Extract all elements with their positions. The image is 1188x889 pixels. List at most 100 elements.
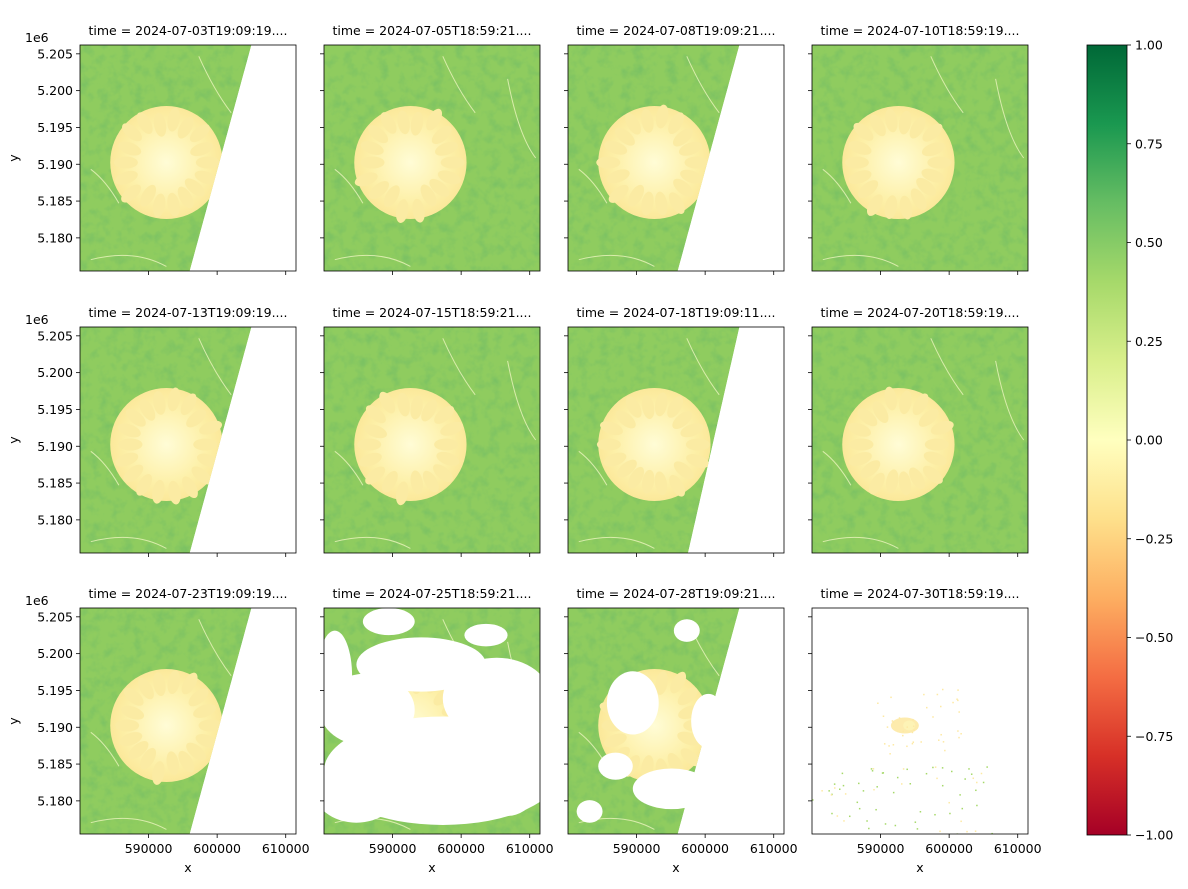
- colorbar-tick-label: 0.50: [1135, 235, 1163, 250]
- y-tick-label: 5.185: [37, 194, 73, 209]
- y-tick-label: 5.190: [37, 439, 73, 454]
- x-tick-label: 600000: [681, 841, 729, 856]
- colorbar-tick-label: 0.75: [1135, 136, 1163, 151]
- colorbar-tick-label: −1.00: [1135, 828, 1173, 843]
- y-tick-label: 5.180: [37, 512, 73, 527]
- panel-title: time = 2024-07-08T19:09:21....: [577, 23, 776, 38]
- summit-area: [842, 386, 955, 502]
- panel-title: time = 2024-07-20T18:59:19....: [821, 305, 1020, 320]
- panel: time = 2024-07-20T18:59:19....: [808, 305, 1029, 557]
- axes-frame: [811, 607, 1029, 835]
- colorbar-tick-label: 0.00: [1135, 433, 1163, 448]
- summit-area: [354, 665, 467, 786]
- summit-area: [598, 669, 711, 783]
- panel: time = 2024-07-15T18:59:21....: [320, 305, 541, 557]
- y-tick-label: 5.185: [37, 476, 73, 491]
- panel: time = 2024-07-28T19:09:21.... 590000 6000…: [564, 586, 798, 875]
- x-tick-label: 610000: [506, 841, 554, 856]
- panel: time = 2024-07-05T18:59:21....: [320, 23, 541, 275]
- x-tick-label: 600000: [925, 841, 973, 856]
- axes-frame: [79, 326, 297, 554]
- panel: time = 2024-07-30T18:59:19.... 590000 6000…: [808, 586, 1042, 875]
- axes-frame: [79, 44, 297, 272]
- y-tick-label: 5.180: [37, 793, 73, 808]
- panel: time = 2024-07-13T19:09:19.... 5.180 5.185…: [6, 305, 297, 557]
- summit-area: [596, 104, 711, 220]
- summit-area: [110, 669, 223, 785]
- y-tick-label: 5.185: [37, 757, 73, 772]
- panel-title: time = 2024-07-18T19:09:11....: [577, 305, 776, 320]
- y-tick-label: 5.200: [37, 365, 73, 380]
- panel-image: [812, 688, 993, 834]
- x-tick-label: 590000: [369, 841, 417, 856]
- x-tick-label: 600000: [193, 841, 241, 856]
- y-tick-label: 5.195: [37, 120, 73, 135]
- panel-image: [812, 327, 1028, 553]
- y-axis-label: y: [6, 436, 21, 444]
- y-tick-label: 5.190: [37, 157, 73, 172]
- y-tick-label: 5.205: [37, 609, 73, 624]
- panel-image: [80, 608, 252, 834]
- panel-image: [324, 608, 540, 834]
- summit-area: [842, 106, 955, 220]
- y-tick-label: 5.195: [37, 402, 73, 417]
- summit-area: [354, 106, 467, 223]
- panel-title: time = 2024-07-25T18:59:21....: [333, 586, 532, 601]
- colorbar-tick-label: −0.75: [1135, 729, 1173, 744]
- x-axis-label: x: [916, 860, 923, 875]
- axes-frame: [811, 326, 1029, 554]
- colorbar-tick-label: −0.50: [1135, 630, 1173, 645]
- x-tick-label: 610000: [750, 841, 798, 856]
- y-axis-label: y: [6, 154, 21, 162]
- panel-image: [80, 327, 252, 553]
- panel-title: time = 2024-07-23T19:09:19....: [89, 586, 288, 601]
- panel: time = 2024-07-23T19:09:19.... 590000 6000…: [6, 586, 310, 875]
- axes-frame: [567, 44, 785, 272]
- x-tick-label: 610000: [262, 841, 310, 856]
- y-offset-label: 1e6: [25, 30, 49, 45]
- panel-title: time = 2024-07-15T18:59:21....: [333, 305, 532, 320]
- y-tick-label: 5.200: [37, 646, 73, 661]
- panel-image: [568, 327, 740, 553]
- x-tick-label: 590000: [857, 841, 905, 856]
- panel-image: [568, 45, 740, 271]
- panel-image: [324, 45, 540, 271]
- x-axis-label: x: [428, 860, 435, 875]
- panel-title: time = 2024-07-30T18:59:19....: [821, 586, 1020, 601]
- colorbar-tick-label: −0.25: [1135, 531, 1173, 546]
- x-tick-label: 590000: [613, 841, 661, 856]
- x-tick-label: 590000: [125, 841, 173, 856]
- axes-frame: [79, 607, 297, 835]
- y-tick-label: 5.205: [37, 46, 73, 61]
- panel-title: time = 2024-07-03T19:09:19....: [89, 23, 288, 38]
- panel-image: [568, 608, 740, 834]
- axes-frame: [567, 326, 785, 554]
- summit-area: [110, 106, 223, 220]
- y-tick-label: 5.200: [37, 83, 73, 98]
- colorbar-tick-label: 1.00: [1135, 38, 1163, 53]
- axes-frame: [567, 607, 785, 835]
- panel-title: time = 2024-07-28T19:09:21....: [577, 586, 776, 601]
- x-axis-label: x: [672, 860, 679, 875]
- axes-frame: [323, 44, 541, 272]
- axes-frame: [811, 44, 1029, 272]
- panel-image: [324, 327, 540, 553]
- panel: time = 2024-07-10T18:59:19....: [808, 23, 1029, 275]
- colorbar: 1.00 0.75 0.50 0.25 0.00 −0.25 −0.50 −0.75 −1.00: [1086, 38, 1173, 843]
- summit-area: [354, 388, 467, 506]
- y-tick-label: 5.190: [37, 720, 73, 735]
- panel-title: time = 2024-07-13T19:09:19....: [89, 305, 288, 320]
- panel-title: time = 2024-07-10T18:59:19....: [821, 23, 1020, 38]
- y-axis-label: y: [6, 717, 21, 725]
- panel: time = 2024-07-03T19:09:19.... 5.180 5.185…: [6, 23, 297, 275]
- panel-title: time = 2024-07-05T18:59:21....: [333, 23, 532, 38]
- panel-image: [812, 45, 1028, 271]
- y-tick-label: 5.205: [37, 328, 73, 343]
- colorbar-tick-label: 0.25: [1135, 334, 1163, 349]
- panel: time = 2024-07-08T19:09:21....: [564, 23, 785, 275]
- y-offset-label: 1e6: [25, 312, 49, 327]
- x-tick-label: 610000: [994, 841, 1042, 856]
- y-tick-label: 5.180: [37, 230, 73, 245]
- x-tick-label: 600000: [437, 841, 485, 856]
